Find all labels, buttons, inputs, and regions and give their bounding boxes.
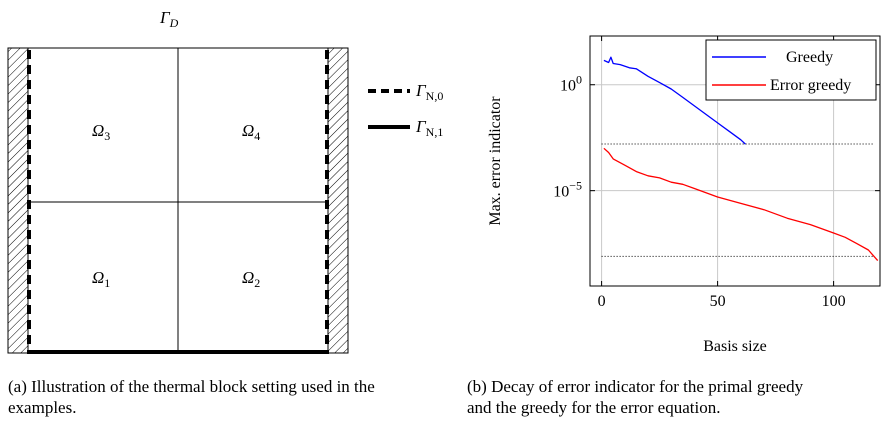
plot-frame [589,35,881,287]
legend-box [705,39,877,101]
omega-3-label: Ω3 [92,121,110,143]
x-axis-label: Basis size [703,338,767,355]
omega-2-label: Ω2 [242,268,260,290]
right-hatched-wall [327,47,349,354]
x-tick-label: 50 [710,293,726,310]
y-tick-label: 10−5 [553,179,582,201]
omega-1-label: Ω1 [92,268,110,290]
caption-b-line1: (b) Decay of error indicator for the pri… [467,377,804,396]
x-tick-label: 100 [822,293,846,310]
x-tick-label: 0 [598,293,606,310]
y-tick-label: 100 [560,73,582,95]
series-lines [603,56,879,262]
thermal-block-figure: ΓD Ω3 Ω4 Ω1 Ω2 ΓN,0 ΓN,1 [7,8,443,354]
caption-a-line1: (a) Illustration of the thermal block se… [8,377,375,396]
y-axis-label: Max. error indicator [487,96,504,226]
error-decay-chart: 0 50 100 100 10−5 Basis size Max. error indi… [487,35,881,355]
legend-greedy-label: Greedy [786,49,833,66]
error-greedy-series-line [603,147,879,262]
greedy-series-line [603,56,746,145]
reference-lines [601,143,874,257]
legend-error-greedy-label: Error greedy [770,77,851,94]
left-hatched-wall [7,47,29,354]
caption-a-line2: examples. [8,398,77,417]
omega-4-label: Ω4 [242,121,260,143]
axis-ticks: 0 50 100 100 10−5 [553,36,880,310]
caption-b-line2: and the greedy for the error equation. [467,398,721,417]
legend-gamma-n1-label: ΓN,1 [415,117,443,139]
chart-legend: Greedy Error greedy [705,39,877,101]
gamma-d-label: ΓD [159,8,179,30]
legend-gamma-n0-label: ΓN,0 [415,81,443,103]
